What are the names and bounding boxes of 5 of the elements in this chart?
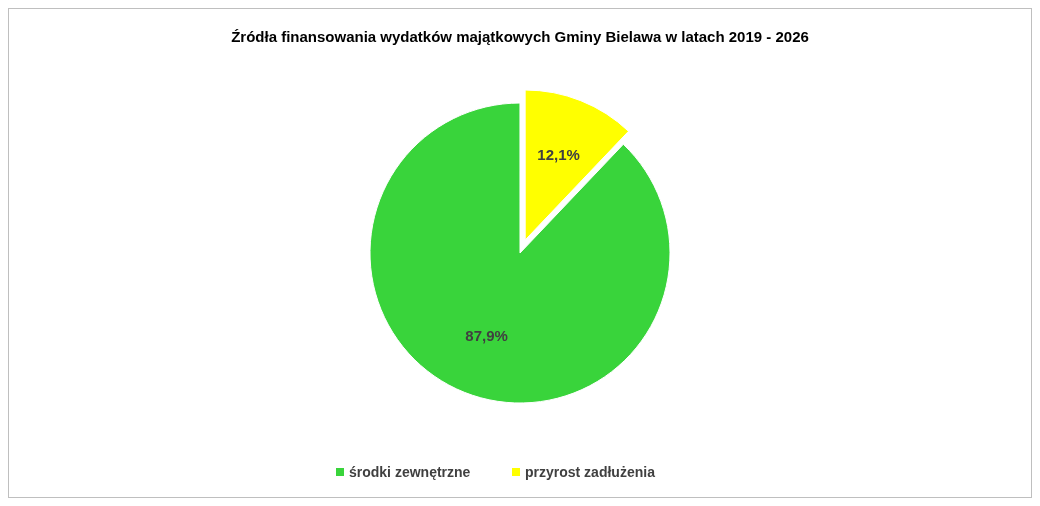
data-label: 12,1% [537, 146, 580, 164]
data-label: 87,9% [465, 326, 508, 344]
chart-title: Źródła finansowania wydatków majątkowych Gminy Bielawa w latach 2019 - 2026 [231, 28, 809, 45]
legend-label: przyrost zadłużenia [525, 463, 656, 480]
legend-label: środki zewnętrzne [349, 463, 471, 480]
